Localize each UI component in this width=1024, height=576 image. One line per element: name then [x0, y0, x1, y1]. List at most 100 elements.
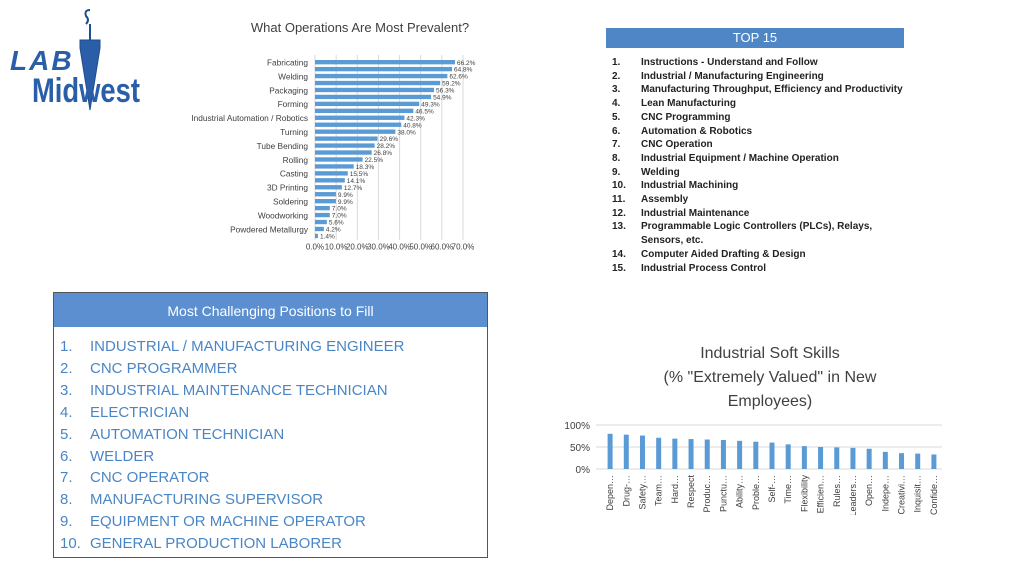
- soft-title-line: Employees): [727, 393, 813, 410]
- soft-category-label: Punctu…: [718, 475, 728, 512]
- soft-category-label: Safety…: [637, 475, 647, 510]
- challenging-item-number: 6.: [60, 447, 73, 465]
- soft-category-label: Efficien…: [816, 475, 826, 513]
- soft-bar: [672, 438, 678, 469]
- soft-bar: [834, 447, 840, 469]
- challenging-header: Most Challenging Positions to Fill: [54, 293, 487, 327]
- ops-value-label: 38.0%: [397, 129, 416, 136]
- ops-bar: [315, 73, 448, 79]
- ops-value-label: 29.6%: [380, 136, 399, 143]
- challenging-item-number: 3.: [60, 381, 73, 399]
- challenging-item: 3. INDUSTRIAL MAINTENANCE TECHNICIAN: [60, 380, 480, 402]
- top15-item-number: 11.: [612, 194, 626, 206]
- top15-item: 15. Industrial Process Control: [612, 262, 912, 276]
- soft-category-label: Open…: [864, 475, 874, 506]
- top15-item-text: Industrial Maintenance: [641, 207, 750, 219]
- challenging-item-text: CNC PROGRAMMER: [90, 359, 238, 377]
- ops-bar: [315, 143, 375, 148]
- soft-category-label: Ability…: [735, 475, 745, 508]
- ops-bar: [315, 233, 318, 239]
- top15-item-text: Assembly: [641, 194, 689, 206]
- top15-item: 13. Programmable Logic Controllers (PLCs)…: [612, 220, 912, 247]
- challenging-item: 10. GENERAL PRODUCTION LABORER: [60, 533, 480, 555]
- ops-bar: [315, 185, 342, 190]
- logo-lab-text: LAB: [10, 45, 74, 76]
- ops-bar: [315, 171, 348, 176]
- ops-bar: [315, 157, 363, 162]
- challenging-item-number: 5.: [60, 425, 73, 443]
- soft-category-label: Self-…: [767, 475, 777, 503]
- soft-bar: [882, 451, 888, 469]
- plumb-bob-icon: [79, 39, 101, 111]
- challenging-box: [53, 292, 488, 558]
- ops-bar: [315, 164, 354, 169]
- ops-bar: [315, 219, 327, 225]
- soft-category-label: Creativi…: [897, 475, 907, 515]
- top15-item-text: Automation & Robotics: [641, 125, 753, 137]
- challenging-item-text: EQUIPMENT OR MACHINE OPERATOR: [90, 513, 366, 531]
- ops-value-label: 7.0%: [332, 206, 347, 213]
- challenging-item: 8. MANUFACTURING SUPERVISOR: [60, 489, 480, 511]
- top15-item-number: 9.: [612, 166, 621, 178]
- ops-value-label: 15.5%: [350, 171, 369, 178]
- top15-item-text: Industrial Process Control: [641, 262, 767, 274]
- ops-tick-label: 70.0%: [452, 243, 475, 252]
- soft-skills-chart: 100% 50% 0% Depen… Drug-… Safety… Team… Hard… Re…: [564, 421, 942, 515]
- soft-category-label: Depen…: [605, 475, 615, 511]
- ops-value-label: 42.3%: [406, 115, 425, 122]
- ops-tick-label: 60.0%: [431, 243, 454, 252]
- soft-bar: [704, 439, 710, 469]
- ops-bar: [315, 115, 405, 120]
- ops-bar: [315, 66, 453, 72]
- ops-value-label: 54.9%: [433, 95, 452, 102]
- plumb-bob-hook: [84, 9, 91, 25]
- soft-category-label: Team…: [654, 475, 664, 506]
- soft-bar: [915, 453, 921, 469]
- challenging-item: 1. INDUSTRIAL / MANUFACTURING ENGINEER: [60, 336, 480, 358]
- ops-category-label: Rolling: [283, 155, 309, 165]
- ops-value-label: 22.5%: [365, 157, 384, 164]
- top15-item-number: 7.: [612, 139, 621, 151]
- top15-item-number: 12.: [612, 207, 626, 219]
- soft-category-label: Respect: [686, 475, 696, 509]
- ops-value-label: 18.3%: [356, 164, 375, 171]
- ops-value-label: 40.8%: [403, 122, 422, 129]
- ops-tick-label: 40.0%: [388, 243, 411, 252]
- ops-bar: [315, 60, 455, 65]
- soft-bar: [899, 453, 905, 469]
- soft-title-line: (% "Extremely Valued" in New: [663, 369, 877, 386]
- ops-bar: [315, 80, 441, 86]
- ops-bar: [315, 212, 330, 218]
- top15-item: 3. Manufacturing Throughput, Efficiency a…: [612, 83, 912, 97]
- challenging-item-number: 2.: [60, 359, 73, 377]
- ops-category-label: Forming: [278, 99, 309, 109]
- top15-item: 8. Industrial Equipment / Machine Operati…: [612, 152, 912, 166]
- soft-bar: [656, 437, 662, 469]
- challenging-item: 2. CNC PROGRAMMER: [60, 358, 480, 380]
- soft-title-line: Industrial Soft Skills: [700, 345, 840, 362]
- soft-category-label: Confide…: [929, 475, 939, 515]
- challenging-item-number: 7.: [60, 469, 73, 487]
- soft-bar: [720, 439, 726, 469]
- soft-bar: [866, 448, 872, 469]
- soft-bar: [769, 442, 775, 469]
- soft-bar: [607, 433, 613, 469]
- ops-category-label: Fabricating: [267, 57, 308, 67]
- top15-item: 14. Computer Aided Drafting & Design: [612, 248, 912, 262]
- ops-category-label: Industrial Automation / Robotics: [191, 113, 308, 123]
- ops-tick-label: 20.0%: [346, 243, 369, 252]
- top15-item-text: Industrial Equipment / Machine Operation: [641, 152, 839, 164]
- lab-midwest-logo: LAB Midwest: [10, 9, 140, 111]
- top15-item-text: Computer Aided Drafting & Design: [641, 248, 806, 260]
- soft-bar: [623, 434, 629, 469]
- top15-item: 12. Industrial Maintenance: [612, 207, 912, 221]
- ops-value-label: 62.6%: [449, 74, 468, 81]
- soft-bar: [753, 441, 759, 469]
- top15-item: 11. Assembly: [612, 193, 912, 207]
- ops-value-label: 9.9%: [338, 192, 353, 199]
- soft-category-label: Hard…: [670, 475, 680, 504]
- challenging-item-number: 10.: [60, 535, 81, 553]
- challenging-item-number: 1.: [60, 338, 73, 355]
- challenging-item: 7. CNC OPERATOR: [60, 467, 480, 489]
- top15-item-number: 5.: [612, 111, 621, 123]
